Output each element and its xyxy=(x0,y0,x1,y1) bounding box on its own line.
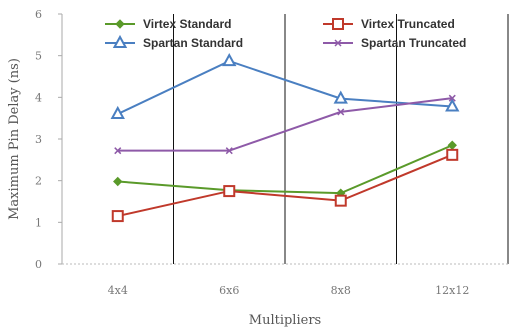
y-tick-label: 1 xyxy=(35,216,42,229)
data-point xyxy=(445,98,460,112)
series-line xyxy=(117,97,453,152)
y-axis-title: Maximum Pin Delay (ns) xyxy=(7,58,22,220)
legend: Virtex Standard Spartan Standard Virtex Tr… xyxy=(105,17,466,50)
legend-label: Spartan Truncated xyxy=(361,36,466,50)
x-tick-label: 12x12 xyxy=(435,284,469,297)
x-tick-label: 6x6 xyxy=(219,284,239,297)
data-point xyxy=(225,147,233,155)
series-line xyxy=(117,60,453,115)
data-point xyxy=(334,39,342,47)
y-tick-label: 4 xyxy=(35,91,42,104)
series-virtex-truncated xyxy=(111,148,459,223)
series-layer xyxy=(110,53,460,223)
x-axis-title: Multipliers xyxy=(249,313,321,328)
data-point xyxy=(446,148,459,161)
data-point xyxy=(111,210,124,223)
x-tick-label: 8x8 xyxy=(331,284,351,297)
x-tick-label: 4x4 xyxy=(108,284,128,297)
y-tick-label: 6 xyxy=(35,8,42,21)
data-point xyxy=(114,147,122,155)
legend-entry: Virtex Truncated xyxy=(323,17,455,31)
y-tick-label: 0 xyxy=(35,258,42,271)
data-point xyxy=(113,176,123,187)
series-spartan-truncated xyxy=(114,94,456,155)
data-point xyxy=(110,105,125,119)
data-point xyxy=(333,90,348,104)
data-point xyxy=(222,53,237,67)
data-point xyxy=(112,34,128,48)
y-tick-label: 3 xyxy=(35,133,42,146)
y-tick-label: 2 xyxy=(35,175,42,188)
y-tick-label: 5 xyxy=(35,50,42,63)
data-point xyxy=(447,140,457,150)
legend-label: Virtex Standard xyxy=(143,17,231,31)
legend-entry: Spartan Standard xyxy=(105,34,243,50)
series-line xyxy=(117,144,453,195)
data-point xyxy=(337,108,345,116)
data-point xyxy=(448,94,456,102)
data-point xyxy=(334,194,347,207)
series-spartan-standard xyxy=(110,53,460,119)
data-point xyxy=(223,185,236,198)
data-point xyxy=(332,18,344,30)
legend-label: Virtex Truncated xyxy=(361,17,455,31)
series-line xyxy=(117,153,453,218)
legend-entry: Spartan Truncated xyxy=(323,36,466,50)
legend-entry: Virtex Standard xyxy=(105,17,231,31)
grid-lines xyxy=(173,14,509,264)
axes: 0 1 2 3 4 5 6 4x4 6x6 8x8 12x12 xyxy=(35,8,508,297)
data-point xyxy=(115,19,125,29)
legend-label: Spartan Standard xyxy=(143,36,243,50)
